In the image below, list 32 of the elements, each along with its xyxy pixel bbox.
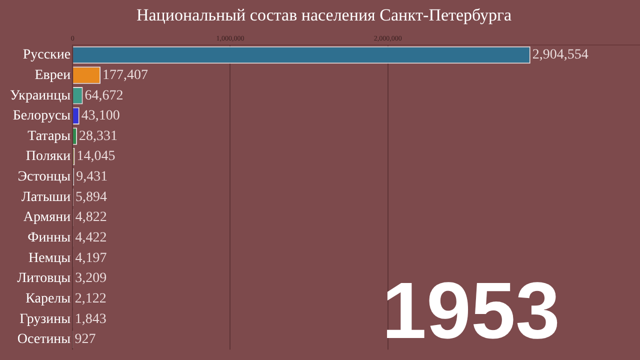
data-label: 43,100 [81, 108, 120, 124]
y-tick-label: Армяни [23, 210, 72, 226]
data-label: 2,122 [74, 291, 106, 306]
y-tick-label: Белорусы [12, 108, 72, 124]
data-label: 1,843 [74, 312, 106, 327]
data-label: 5,894 [76, 190, 108, 205]
y-tick-label: Поляки [26, 149, 72, 164]
data-label: 4,197 [75, 250, 107, 266]
data-label: 927 [74, 332, 96, 348]
y-tick-label: Финны [28, 230, 72, 246]
data-label: 14,045 [76, 149, 116, 164]
data-label: 3,209 [75, 271, 107, 286]
data-label: 177,407 [102, 68, 148, 83]
y-tick-label: Немцы [28, 250, 72, 266]
y-tick-label: Латыши [21, 190, 72, 205]
chart-title: Национальный состав населения Санкт-Петербурга [136, 6, 512, 25]
data-label: 64,672 [84, 88, 124, 104]
y-tick-label: Украинцы [10, 88, 72, 104]
data-label: 28,331 [79, 128, 118, 144]
y-tick-label: Русские [22, 48, 71, 63]
data-label: 2,904,554 [532, 48, 588, 63]
y-tick-label: Эстонцы [18, 170, 72, 185]
y-tick-label: Литовцы [17, 271, 72, 286]
y-tick-label: Евреи [34, 68, 72, 83]
y-tick-label: Татары [28, 128, 72, 144]
data-label: 4,422 [75, 230, 107, 246]
data-label: 4,822 [75, 210, 107, 226]
y-tick-label: Осетины [17, 332, 72, 348]
data-label: 9,431 [76, 170, 108, 185]
y-tick-label: Грузины [20, 312, 72, 327]
annotation: 1953 [382, 266, 560, 356]
y-tick-label: Карелы [26, 291, 72, 306]
